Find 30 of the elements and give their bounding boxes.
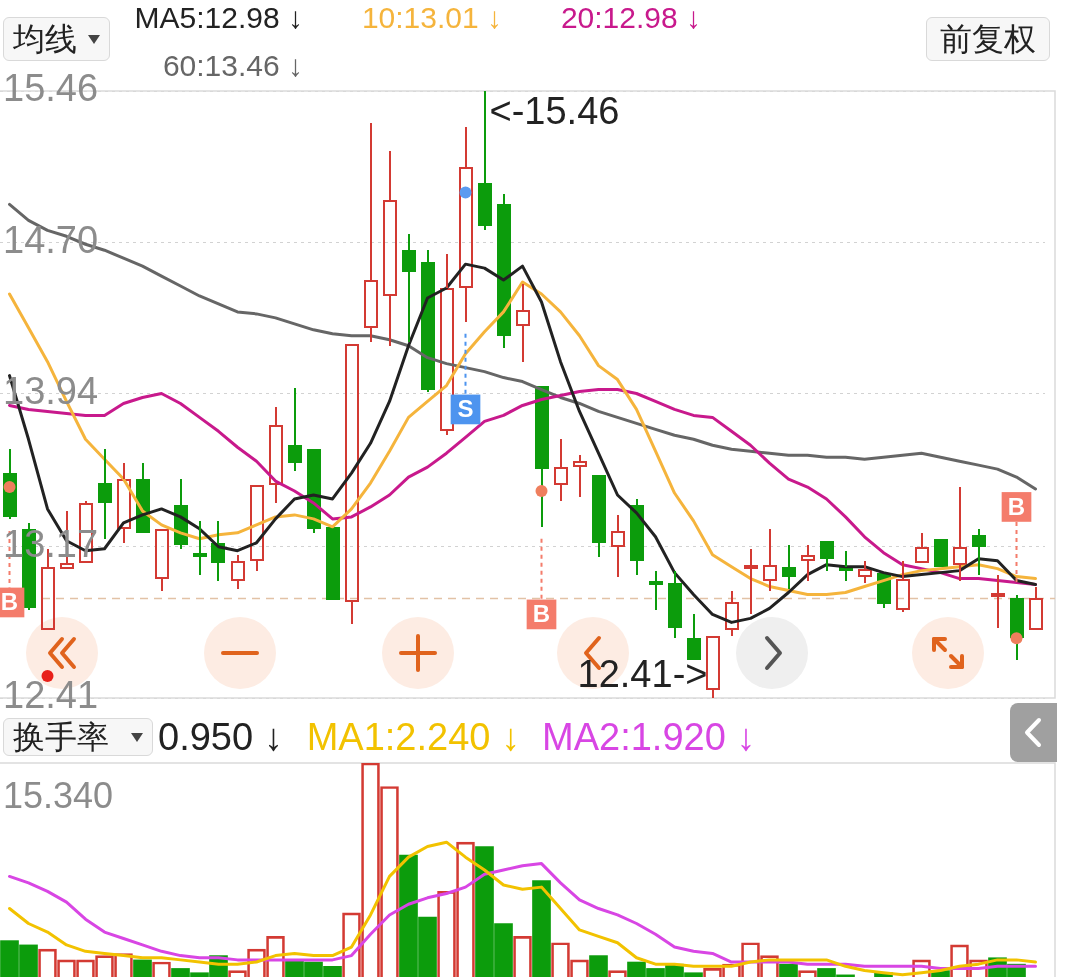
- point: [3, 481, 16, 494]
- text: 20:12.98 ↓: [560, 0, 701, 36]
- candlestick: [896, 560, 910, 613]
- candlestick: [934, 539, 948, 567]
- y-tick-label: 15.46: [3, 67, 99, 110]
- candlestick: [326, 527, 340, 600]
- text: 10:13.01 ↓: [361, 0, 502, 36]
- bar: [779, 963, 798, 977]
- text: MA5:12.98 ↓: [134, 0, 303, 36]
- chart-title: 换手率: [3, 718, 153, 756]
- data-label: S: [457, 395, 474, 423]
- point: [459, 186, 472, 199]
- annotation: <-15.46: [489, 90, 620, 133]
- point: [1010, 632, 1023, 645]
- text: MA1:2.240 ↓: [306, 716, 520, 758]
- legend-title: 均线: [3, 17, 110, 61]
- text: 60:13.46 ↓: [162, 48, 303, 84]
- annotation: 12.41->: [577, 653, 708, 696]
- text: MA2:1.920 ↓: [542, 716, 756, 758]
- data-label: B: [532, 600, 551, 628]
- y-tick-label: 12.41: [3, 674, 99, 717]
- bar: [532, 880, 551, 977]
- annotation: 15.340: [3, 775, 114, 816]
- point: [535, 485, 548, 498]
- data-label: B: [0, 588, 19, 616]
- text: 0.950 ↓: [158, 716, 283, 758]
- data-label: B: [1007, 492, 1026, 520]
- text: 前复权: [926, 17, 1050, 61]
- bar: [589, 955, 608, 977]
- bar: [133, 959, 152, 977]
